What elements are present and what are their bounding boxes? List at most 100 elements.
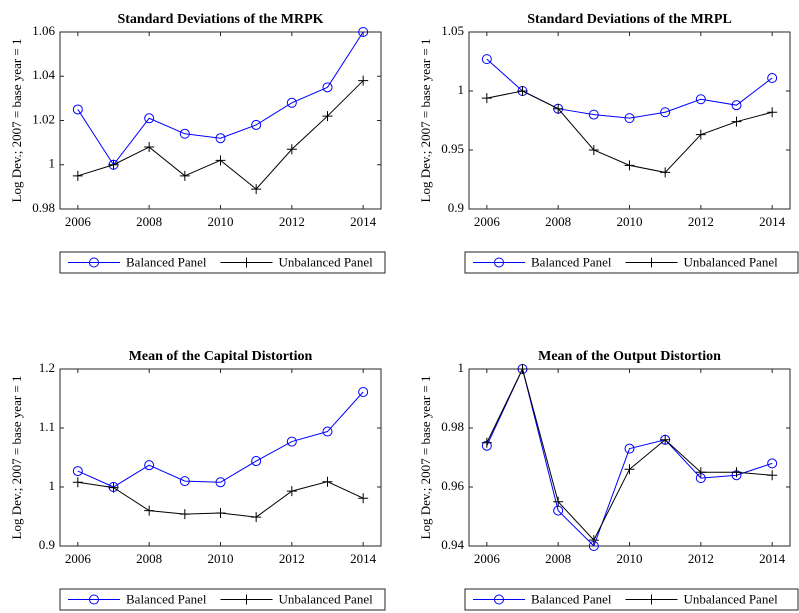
y-axis-label: Log Dev.; 2007 = base year = 1 [9, 376, 24, 540]
marker-plus [179, 509, 190, 520]
marker-plus [358, 75, 369, 86]
marker-circle [286, 436, 297, 447]
marker-circle [624, 113, 635, 124]
marker-plus [695, 129, 706, 140]
y-tick-label: 1.02 [32, 111, 55, 126]
marker-circle [144, 113, 155, 124]
x-tick-label: 2014 [350, 551, 377, 566]
marker-plus [731, 467, 742, 478]
marker-circle [322, 82, 333, 93]
marker-plus [251, 512, 262, 523]
y-tick-label: 1.2 [39, 360, 55, 375]
marker-circle [89, 594, 99, 605]
y-axis-label: Log Dev.; 2007 = base year = 1 [418, 376, 433, 540]
marker-circle [89, 257, 99, 268]
marker-plus [215, 155, 226, 166]
marker-circle [215, 477, 226, 488]
marker-circle [358, 387, 369, 398]
marker-circle [215, 133, 226, 144]
legend: Balanced Panel Unbalanced Panel [464, 251, 799, 274]
marker-plus [588, 145, 599, 155]
marker-plus [624, 464, 635, 475]
marker-plus [322, 111, 333, 122]
chart-title: Mean of the Capital Distortion [129, 349, 313, 364]
axes-box [468, 368, 791, 547]
y-tick-label: 0.98 [441, 419, 464, 434]
marker-plus [646, 594, 657, 605]
marker-plus [517, 364, 528, 374]
marker-plus [286, 144, 297, 155]
x-tick-label: 2008 [136, 214, 162, 229]
marker-plus [553, 496, 564, 507]
legend-label: Unbalanced Panel [684, 591, 779, 606]
subplot: Standard Deviations of the MRPL Log Dev.;… [418, 12, 799, 274]
marker-circle [494, 257, 504, 268]
marker-circle [358, 27, 369, 37]
y-tick-label: 1.06 [32, 23, 55, 38]
marker-plus [481, 93, 492, 104]
marker-plus [767, 107, 778, 118]
legend: Balanced Panel Unbalanced Panel [464, 588, 799, 611]
x-tick-label: 2006 [474, 214, 501, 229]
y-tick-label: 1.05 [441, 23, 464, 38]
y-axis-label: Log Dev.; 2007 = base year = 1 [418, 39, 433, 203]
legend: Balanced Panel Unbalanced Panel [59, 251, 386, 274]
marker-circle [251, 119, 262, 130]
marker-plus [144, 142, 155, 153]
marker-plus [646, 257, 657, 268]
subplot: Mean of the Capital Distortion Log Dev.; … [9, 349, 386, 611]
x-tick-label: 2010 [617, 551, 643, 566]
x-tick-label: 2014 [759, 551, 786, 566]
legend-label: Unbalanced Panel [279, 591, 374, 606]
y-tick-label: 1 [458, 360, 465, 375]
series-line [77, 391, 364, 488]
marker-plus [553, 103, 564, 114]
marker-circle [481, 54, 492, 65]
marker-plus [660, 434, 671, 445]
axes-box [59, 31, 382, 210]
marker-plus [179, 170, 190, 181]
legend-label: Unbalanced Panel [279, 254, 374, 269]
x-tick-label: 2014 [759, 214, 786, 229]
marker-circle [588, 109, 599, 120]
y-tick-label: 0.95 [441, 141, 464, 156]
y-tick-label: 1.04 [32, 67, 55, 82]
marker-circle [767, 458, 778, 469]
x-tick-label: 2012 [688, 214, 714, 229]
marker-plus [695, 467, 706, 478]
y-tick-label: 0.9 [39, 537, 55, 552]
axes-box [59, 368, 382, 547]
marker-plus [322, 476, 333, 487]
legend-label: Balanced Panel [126, 591, 207, 606]
marker-plus [624, 160, 635, 171]
marker-plus [108, 159, 119, 170]
y-tick-label: 1.1 [39, 419, 55, 434]
series-line [77, 31, 364, 166]
x-tick-label: 2010 [208, 551, 234, 566]
marker-plus [144, 505, 155, 516]
marker-circle [695, 94, 706, 105]
marker-circle [251, 456, 262, 467]
marker-circle [731, 100, 742, 111]
x-tick-label: 2006 [474, 551, 501, 566]
x-tick-label: 2008 [136, 551, 162, 566]
marker-circle [624, 443, 635, 454]
y-tick-label: 1 [458, 82, 465, 97]
marker-plus [72, 170, 83, 181]
x-tick-label: 2012 [279, 551, 305, 566]
marker-plus [358, 493, 369, 504]
legend-label: Unbalanced Panel [684, 254, 779, 269]
marker-plus [731, 116, 742, 127]
y-tick-label: 0.98 [32, 200, 55, 215]
y-axis-label: Log Dev.; 2007 = base year = 1 [9, 39, 24, 203]
y-tick-label: 0.94 [441, 537, 464, 552]
y-tick-label: 1 [49, 478, 56, 493]
y-tick-label: 1 [49, 156, 56, 171]
legend-label: Balanced Panel [531, 254, 612, 269]
x-tick-label: 2010 [208, 214, 234, 229]
marker-circle [322, 426, 333, 437]
x-tick-label: 2010 [617, 214, 643, 229]
marker-circle [144, 460, 155, 471]
